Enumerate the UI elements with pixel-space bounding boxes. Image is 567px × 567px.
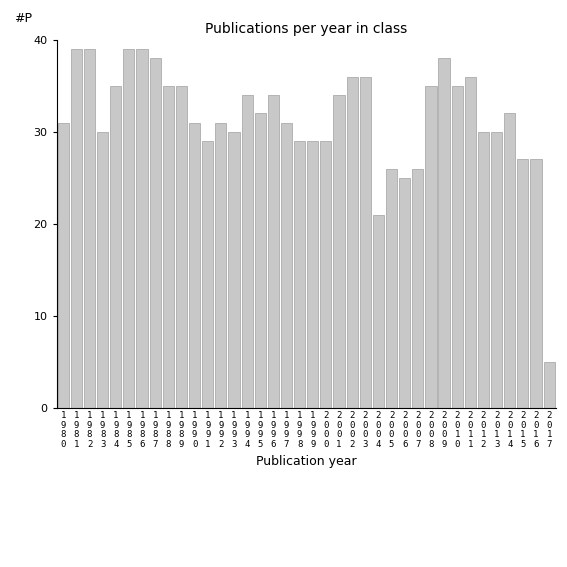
Bar <box>176 86 187 408</box>
Bar <box>84 49 95 408</box>
Text: #P: #P <box>14 12 32 25</box>
Bar <box>451 86 463 408</box>
Bar <box>150 58 161 408</box>
Bar <box>544 362 555 408</box>
Bar <box>386 168 397 408</box>
Bar <box>124 49 134 408</box>
Bar <box>110 86 121 408</box>
Bar <box>333 95 345 408</box>
Bar <box>359 77 371 408</box>
Title: Publications per year in class: Publications per year in class <box>205 22 407 36</box>
Bar <box>346 77 358 408</box>
Bar <box>268 95 279 408</box>
Bar <box>373 215 384 408</box>
Bar <box>71 49 82 408</box>
Bar <box>530 159 541 408</box>
Bar <box>517 159 528 408</box>
Bar <box>320 141 332 408</box>
Bar <box>255 113 266 408</box>
Bar <box>229 132 239 408</box>
Bar <box>215 122 226 408</box>
Bar <box>281 122 292 408</box>
Bar <box>465 77 476 408</box>
Bar <box>412 168 424 408</box>
Bar <box>137 49 147 408</box>
Bar <box>504 113 515 408</box>
Bar <box>294 141 305 408</box>
Bar <box>425 86 437 408</box>
Bar <box>58 122 69 408</box>
Bar <box>399 178 411 408</box>
X-axis label: Publication year: Publication year <box>256 455 357 468</box>
Bar <box>189 122 200 408</box>
Bar <box>97 132 108 408</box>
Bar <box>307 141 318 408</box>
Bar <box>491 132 502 408</box>
Bar <box>438 58 450 408</box>
Bar <box>478 132 489 408</box>
Bar <box>202 141 213 408</box>
Bar <box>242 95 253 408</box>
Bar <box>163 86 174 408</box>
